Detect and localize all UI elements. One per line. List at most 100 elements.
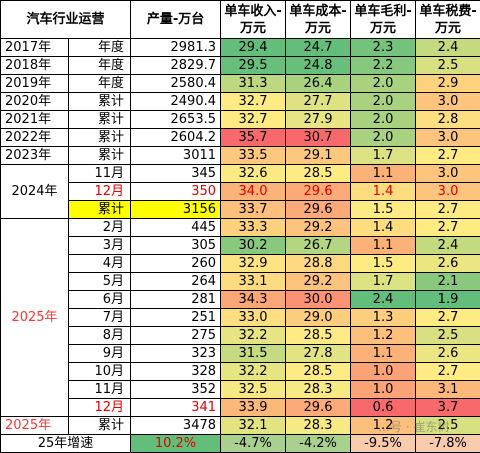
period-cell: 12月	[69, 183, 131, 201]
production-cell: 445	[131, 219, 221, 237]
cost-cell: 28.5	[286, 327, 351, 345]
period-cell: 2月	[69, 219, 131, 237]
margin-cell: 1.4	[351, 183, 416, 201]
margin-cell: 1.2	[351, 327, 416, 345]
margin-cell: 1.0	[351, 363, 416, 381]
production-cell: 2604.2	[131, 129, 221, 147]
rev-cell: 35.7	[221, 129, 286, 147]
period-cell: 累计	[69, 147, 131, 165]
production-cell: 260	[131, 255, 221, 273]
cost-cell: 28.5	[286, 363, 351, 381]
cost-cell: 28.8	[286, 255, 351, 273]
margin-cell: 0.6	[351, 399, 416, 417]
period-cell: 12月	[69, 399, 131, 417]
cost-cell: 27.9	[286, 111, 351, 129]
margin-cell: 1.5	[351, 255, 416, 273]
rev-cell: 33.5	[221, 147, 286, 165]
production-cell: 345	[131, 165, 221, 183]
margin-cell: 1.7	[351, 273, 416, 291]
production-cell: 352	[131, 381, 221, 399]
year-cell: 2025年	[1, 417, 69, 435]
rev-cell: 31.5	[221, 345, 286, 363]
rev-cell: 32.1	[221, 417, 286, 435]
period-cell: 11月	[69, 165, 131, 183]
margin-cell: 1.3	[351, 309, 416, 327]
production-cell: 2580.4	[131, 75, 221, 93]
period-cell: 6月	[69, 291, 131, 309]
year-cell: 2017年	[1, 39, 69, 57]
growth-revenue: -4.7%	[221, 435, 286, 453]
margin-cell: 2.3	[351, 39, 416, 57]
header-cost: 单车成本-万元	[286, 1, 351, 39]
margin-cell: 1.5	[351, 201, 416, 219]
tax-cell: 2.5	[416, 327, 480, 345]
production-cell: 328	[131, 363, 221, 381]
header-title: 汽车行业运营	[1, 1, 131, 39]
cost-cell: 27.8	[286, 345, 351, 363]
rev-cell: 33.1	[221, 273, 286, 291]
production-cell: 3011	[131, 147, 221, 165]
cost-cell: 30.7	[286, 129, 351, 147]
period-cell: 11月	[69, 381, 131, 399]
cost-cell: 29.1	[286, 147, 351, 165]
cost-cell: 29.6	[286, 399, 351, 417]
period-cell: 累计	[69, 93, 131, 111]
margin-cell: 1.1	[351, 345, 416, 363]
cost-cell: 28.5	[286, 165, 351, 183]
period-cell: 累计	[69, 201, 131, 219]
year-cell: 2020年	[1, 93, 69, 111]
cost-cell: 24.8	[286, 57, 351, 75]
year-cell: 2021年	[1, 111, 69, 129]
production-cell: 2653.5	[131, 111, 221, 129]
tax-cell: 2.1	[416, 273, 480, 291]
margin-cell: 2.0	[351, 93, 416, 111]
production-cell: 2829.7	[131, 57, 221, 75]
margin-cell: 1.1	[351, 237, 416, 255]
cost-cell: 29.0	[286, 309, 351, 327]
header-margin: 单车毛利-万元	[351, 1, 416, 39]
rev-cell: 34.0	[221, 183, 286, 201]
production-cell: 323	[131, 345, 221, 363]
period-cell: 4月	[69, 255, 131, 273]
tax-cell: 2.7	[416, 147, 480, 165]
growth-margin: -9.5%	[351, 435, 416, 453]
production-cell: 275	[131, 327, 221, 345]
tax-cell: 2.7	[416, 363, 480, 381]
rev-cell: 31.3	[221, 75, 286, 93]
production-cell: 3156	[131, 201, 221, 219]
rev-cell: 32.5	[221, 381, 286, 399]
period-cell: 5月	[69, 273, 131, 291]
year-cell: 2023年	[1, 147, 69, 165]
cost-cell: 29.6	[286, 183, 351, 201]
production-cell: 2490.4	[131, 93, 221, 111]
cost-cell: 26.7	[286, 237, 351, 255]
year-cell: 2025年	[1, 219, 69, 417]
production-cell: 281	[131, 291, 221, 309]
header-revenue: 单车收入-万元	[221, 1, 286, 39]
rev-cell: 32.2	[221, 327, 286, 345]
year-cell: 2022年	[1, 129, 69, 147]
header-row: 汽车行业运营产量-万台单车收入-万元单车成本-万元单车毛利-万元单车税费-万元	[1, 1, 480, 39]
period-cell: 8月	[69, 327, 131, 345]
period-cell: 累计	[69, 417, 131, 435]
year-cell: 2018年	[1, 57, 69, 75]
tax-cell: 3.0	[416, 183, 480, 201]
header-tax: 单车税费-万元	[416, 1, 480, 39]
production-cell: 305	[131, 237, 221, 255]
tax-cell: 2.5	[416, 417, 480, 435]
period-cell: 累计	[69, 129, 131, 147]
